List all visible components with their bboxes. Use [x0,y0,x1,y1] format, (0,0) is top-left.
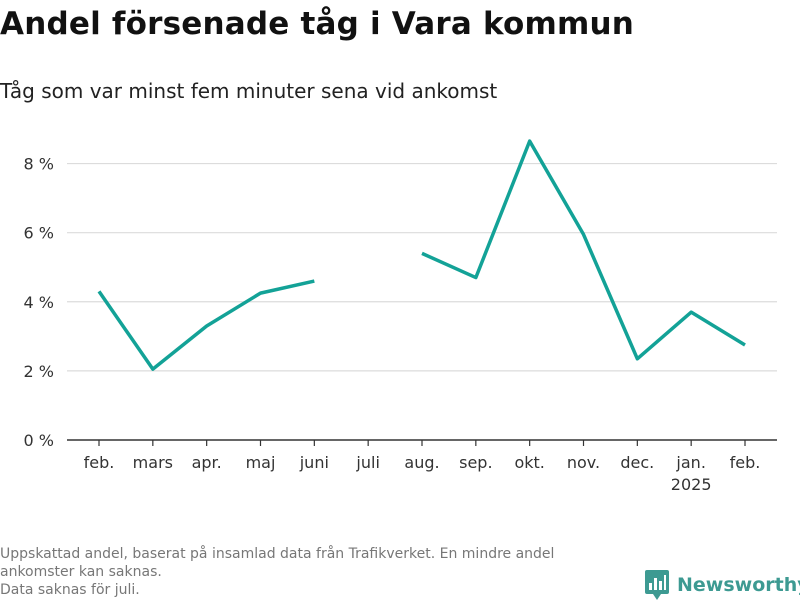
y-tick-label: 4 % [24,293,54,312]
x-tick-label: okt. [514,453,544,472]
footnote-line-1: Uppskattad andel, baserat på insamlad da… [0,546,555,562]
y-axis-ticks: 0 % 2 % 4 % 6 % 8 % [24,155,54,450]
x-tick-label: sep. [459,453,492,472]
y-tick-label: 8 % [24,155,54,174]
grid-lines [67,162,777,372]
y-tick-label: 6 % [24,224,54,243]
brand-logo: Newsworthy [645,570,800,600]
series-line-segment [97,279,315,371]
x-tick-label: jan. [675,453,705,472]
x-tick-label: aug. [404,453,439,472]
x-tick-label: maj [246,453,276,472]
footnote: Uppskattad andel, baserat på insamlad da… [0,545,640,599]
x-tick-label: dec. [620,453,654,472]
x-axis: feb. mars apr. maj juni juli aug. sep. okt. nov. d… [67,439,777,494]
x-tick-label: feb. [84,453,115,472]
x-tick-sublabel: 2025 [671,475,712,494]
x-tick-label: apr. [192,453,222,472]
chart-title: Andel försenade tåg i Vara kommun [0,6,635,42]
series-lines [97,139,746,371]
footnote-line-3: Data saknas för juli. [0,582,140,598]
x-tick-label: nov. [567,453,600,472]
y-tick-label: 2 % [24,362,54,381]
x-tick-label: mars [133,453,173,472]
footnote-line-2: ankomster kan saknas. [0,564,162,580]
x-tick-label: feb. [730,453,761,472]
y-tick-label: 0 % [24,431,54,450]
brand-name: Newsworthy [677,574,800,596]
newsworthy-logo-icon [645,570,669,600]
chart-subtitle: Tåg som var minst fem minuter sena vid a… [0,79,498,103]
x-tick-label: juni [299,453,329,472]
series-line-segment [421,139,746,361]
x-tick-label: juli [355,453,379,472]
